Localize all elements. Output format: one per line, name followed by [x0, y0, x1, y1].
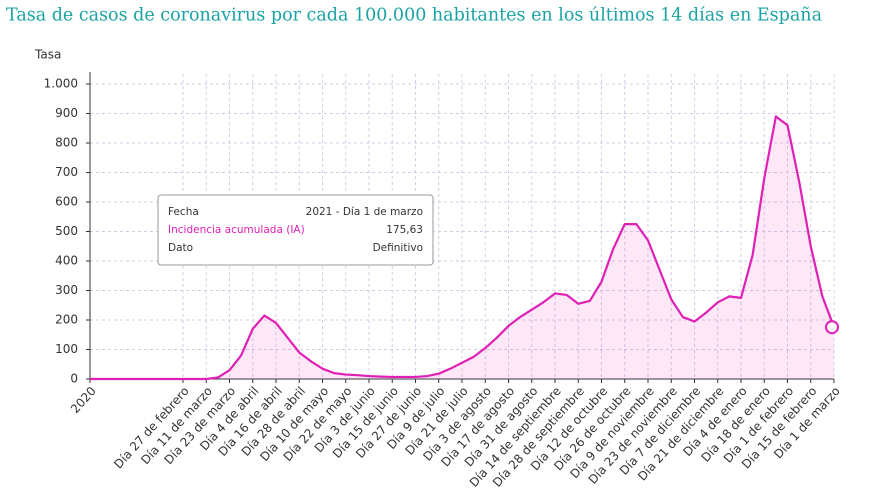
chart-title: Tasa de casos de coronavirus por cada 10…: [6, 6, 822, 26]
y-tick-label: 500: [55, 224, 78, 238]
tooltip-value: 2021 - Día 1 de marzo: [306, 206, 423, 218]
y-tick-label: 800: [55, 136, 78, 150]
tooltip-key: Dato: [168, 242, 193, 254]
highlight-point: [825, 320, 839, 335]
x-tick-label: 2020: [68, 384, 99, 416]
y-tick-label: 400: [55, 254, 78, 268]
y-tick-label: 100: [55, 342, 78, 356]
line: [90, 115, 836, 381]
y-tick-label: 700: [55, 165, 78, 179]
y-tick-label: 900: [55, 106, 78, 120]
y-tick-label: 600: [55, 195, 78, 209]
tooltip-box: [157, 194, 434, 266]
y-tick-label: 1.000: [44, 77, 78, 91]
y-tick-label: 0: [70, 372, 78, 386]
tooltip-key: Incidencia acumulada (IA): [168, 224, 305, 236]
y-tick-label: 300: [55, 283, 78, 297]
tooltip-value: Definitivo: [373, 242, 423, 254]
area-fill: [90, 116, 834, 379]
tooltip-key: Fecha: [168, 206, 199, 218]
tooltip-value: 175,63: [386, 224, 423, 236]
y-tick-label: 200: [55, 313, 78, 327]
y-axis-label: Tasa: [34, 48, 61, 62]
